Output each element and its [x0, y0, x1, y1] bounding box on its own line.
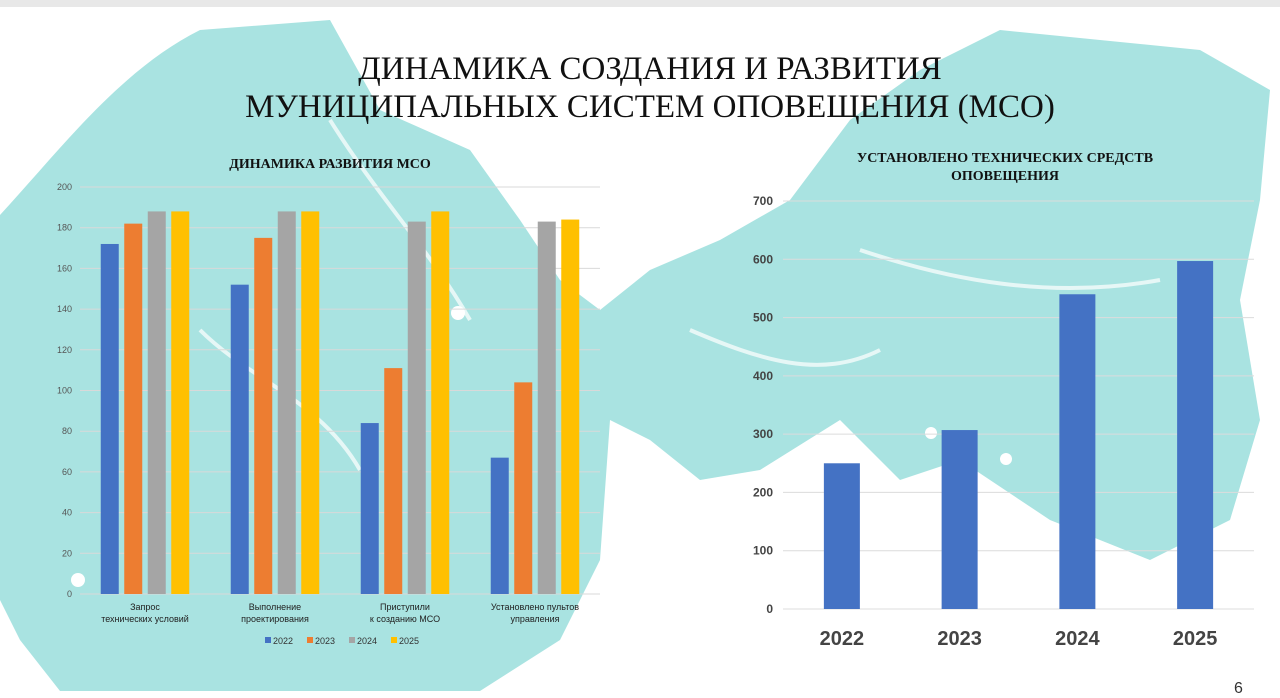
slide-title-line1: ДИНАМИКА СОЗДАНИЯ И РАЗВИТИЯ: [358, 51, 942, 87]
legend-swatch-2024: [349, 637, 355, 643]
y-tick-label: 300: [753, 427, 773, 441]
category-label: 2025: [1173, 628, 1218, 650]
right-chart-title: УСТАНОВЛЕНО ТЕХНИЧЕСКИХ СРЕДСТВ ОПОВЕЩЕН…: [856, 151, 1154, 184]
page-number: 6: [1234, 680, 1243, 697]
bar-2025: [431, 211, 450, 595]
y-tick-label: 80: [62, 426, 72, 436]
bar-2024: [407, 221, 426, 594]
bar-2022: [360, 423, 379, 594]
y-tick-label: 140: [57, 304, 72, 314]
legend-swatch-2025: [391, 637, 397, 643]
bar-2024: [1059, 294, 1096, 609]
category-label: 2024: [1055, 628, 1100, 650]
bar-2023: [124, 223, 143, 594]
legend-swatch-2022: [265, 637, 271, 643]
legend-swatch-2023: [307, 637, 313, 643]
bar-2025: [301, 211, 320, 595]
y-tick-label: 160: [57, 263, 72, 273]
category-label: 2022: [820, 628, 865, 650]
legend-label: 2023: [315, 636, 335, 646]
category-label: Приступили: [380, 602, 430, 612]
y-tick-label: 100: [57, 386, 72, 396]
category-label: к созданию МСО: [370, 614, 440, 624]
bar-2023: [514, 382, 533, 594]
y-tick-label: 0: [67, 589, 72, 599]
bar-2022: [100, 243, 119, 595]
left-chart-title: ДИНАМИКА РАЗВИТИЯ МСО: [229, 157, 431, 172]
bar-2022: [823, 463, 860, 609]
legend-label: 2025: [399, 636, 419, 646]
y-tick-label: 600: [753, 252, 773, 266]
bar-2023: [941, 430, 978, 609]
y-tick-label: 180: [57, 223, 72, 233]
top-border: [0, 0, 1280, 7]
bar-2024: [147, 211, 166, 595]
category-label: Выполнение: [249, 602, 301, 612]
bar-2025: [561, 219, 580, 594]
bar-2024: [537, 221, 556, 594]
category-label: технических условий: [101, 614, 189, 624]
y-tick-label: 200: [753, 485, 773, 499]
bar-2025: [171, 211, 190, 595]
y-tick-label: 20: [62, 548, 72, 558]
category-label: Запрос: [130, 602, 160, 612]
y-tick-label: 0: [766, 602, 773, 616]
y-tick-label: 60: [62, 467, 72, 477]
category-label: управления: [510, 614, 559, 624]
bar-2022: [490, 457, 509, 594]
y-tick-label: 40: [62, 508, 72, 518]
bar-2024: [277, 211, 296, 595]
bar-2023: [384, 368, 403, 594]
y-tick-label: 400: [753, 369, 773, 383]
bar-2023: [254, 237, 273, 594]
bar-2025: [1177, 261, 1214, 609]
y-tick-label: 100: [753, 544, 773, 558]
category-label: 2023: [937, 628, 982, 650]
bar-2022: [230, 284, 249, 594]
y-tick-label: 700: [753, 194, 773, 208]
y-tick-label: 200: [57, 182, 72, 192]
slide-title-line2: МУНИЦИПАЛЬНЫХ СИСТЕМ ОПОВЕЩЕНИЯ (МСО): [245, 89, 1055, 125]
category-label: Установлено пультов: [491, 602, 579, 612]
y-tick-label: 120: [57, 345, 72, 355]
legend-label: 2024: [357, 636, 377, 646]
category-label: проектирования: [241, 614, 309, 624]
y-tick-label: 500: [753, 311, 773, 325]
legend-label: 2022: [273, 636, 293, 646]
